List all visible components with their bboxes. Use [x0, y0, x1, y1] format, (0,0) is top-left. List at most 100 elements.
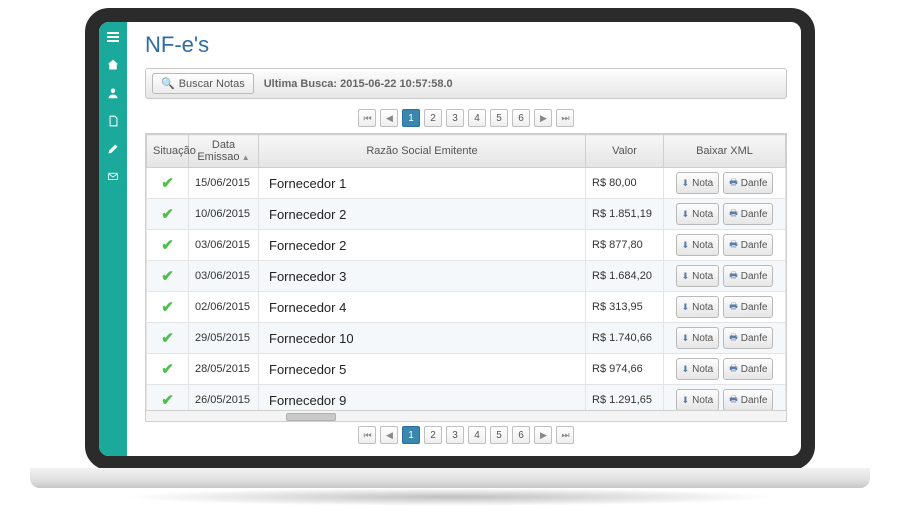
- social-cell: Fornecedor 1: [259, 168, 586, 199]
- table-row: ✔29/05/2015Fornecedor 10R$ 1.740,66⬇Nota…: [147, 323, 786, 354]
- pager-page-1[interactable]: 1: [402, 109, 420, 127]
- table-row: ✔03/06/2015Fornecedor 2R$ 877,80⬇Nota🖶Da…: [147, 230, 786, 261]
- value-cell: R$ 1.851,19: [586, 199, 664, 230]
- danfe-button[interactable]: 🖶Danfe: [723, 327, 773, 349]
- social-cell: Fornecedor 3: [259, 261, 586, 292]
- horizontal-scrollbar-thumb[interactable]: [286, 413, 336, 421]
- download-icon: ⬇: [682, 271, 690, 282]
- nota-button[interactable]: ⬇Nota: [676, 358, 720, 380]
- date-cell: 10/06/2015: [189, 199, 259, 230]
- download-icon: ⬇: [682, 178, 690, 189]
- col-header-value[interactable]: Valor: [586, 135, 664, 168]
- doc-icon[interactable]: [106, 114, 120, 128]
- menu-toggle-icon[interactable]: [106, 30, 120, 44]
- danfe-button[interactable]: 🖶Danfe: [723, 389, 773, 411]
- danfe-button[interactable]: 🖶Danfe: [723, 203, 773, 225]
- check-icon: ✔: [161, 329, 174, 347]
- print-icon: 🖶: [729, 237, 738, 253]
- pager-page-4[interactable]: 4: [468, 109, 486, 127]
- nota-button[interactable]: ⬇Nota: [676, 296, 720, 318]
- xml-cell: ⬇Nota🖶Danfe: [664, 292, 786, 323]
- laptop-screen-frame: NF-e's 🔍 Buscar Notas Ultima Busca: 2015…: [85, 8, 815, 470]
- print-icon: 🖶: [729, 392, 738, 408]
- pager-top: ⏮◀123456▶⏭: [145, 109, 787, 127]
- date-cell: 03/06/2015: [189, 261, 259, 292]
- col-header-status[interactable]: Situação: [147, 135, 189, 168]
- nfe-table: Situação Data Emissao Razão Social Emite…: [146, 134, 786, 411]
- col-header-xml[interactable]: Baixar XML: [664, 135, 786, 168]
- value-cell: R$ 974,66: [586, 354, 664, 385]
- social-cell: Fornecedor 2: [259, 199, 586, 230]
- check-icon: ✔: [161, 298, 174, 316]
- pager-page-2[interactable]: 2: [424, 109, 442, 127]
- status-cell: ✔: [147, 230, 189, 261]
- pager-page-2[interactable]: 2: [424, 426, 442, 444]
- pager-page-5[interactable]: 5: [490, 426, 508, 444]
- pager-page-1[interactable]: 1: [402, 426, 420, 444]
- check-icon: ✔: [161, 267, 174, 285]
- nota-button[interactable]: ⬇Nota: [676, 265, 720, 287]
- last-search-label: Ultima Busca: 2015-06-22 10:57:58.0: [264, 78, 453, 90]
- social-cell: Fornecedor 9: [259, 385, 586, 411]
- col-header-social[interactable]: Razão Social Emitente: [259, 135, 586, 168]
- search-notes-button[interactable]: 🔍 Buscar Notas: [152, 73, 254, 94]
- status-cell: ✔: [147, 385, 189, 411]
- date-cell: 26/05/2015: [189, 385, 259, 411]
- pager-prev[interactable]: ◀: [380, 426, 398, 444]
- pager-last[interactable]: ⏭: [556, 109, 574, 127]
- col-header-date[interactable]: Data Emissao: [189, 135, 259, 168]
- user-icon[interactable]: [106, 86, 120, 100]
- danfe-button[interactable]: 🖶Danfe: [723, 172, 773, 194]
- pager-page-3[interactable]: 3: [446, 109, 464, 127]
- download-icon: ⬇: [682, 395, 690, 406]
- nota-button[interactable]: ⬇Nota: [676, 389, 720, 411]
- pager-next[interactable]: ▶: [534, 426, 552, 444]
- danfe-button[interactable]: 🖶Danfe: [723, 358, 773, 380]
- danfe-button[interactable]: 🖶Danfe: [723, 265, 773, 287]
- pencil-icon[interactable]: [106, 142, 120, 156]
- print-icon: 🖶: [729, 206, 738, 222]
- nota-button[interactable]: ⬇Nota: [676, 327, 720, 349]
- pager-next[interactable]: ▶: [534, 109, 552, 127]
- xml-cell: ⬇Nota🖶Danfe: [664, 385, 786, 411]
- mail-icon[interactable]: [106, 170, 120, 184]
- nota-button[interactable]: ⬇Nota: [676, 203, 720, 225]
- pager-first[interactable]: ⏮: [358, 109, 376, 127]
- status-cell: ✔: [147, 292, 189, 323]
- pager-first[interactable]: ⏮: [358, 426, 376, 444]
- status-cell: ✔: [147, 323, 189, 354]
- download-icon: ⬇: [682, 364, 690, 375]
- horizontal-scrollbar[interactable]: [145, 411, 787, 422]
- search-icon: 🔍: [161, 77, 175, 90]
- status-cell: ✔: [147, 168, 189, 199]
- sidebar: [99, 22, 127, 456]
- social-cell: Fornecedor 2: [259, 230, 586, 261]
- nota-button[interactable]: ⬇Nota: [676, 234, 720, 256]
- pager-page-6[interactable]: 6: [512, 109, 530, 127]
- date-cell: 29/05/2015: [189, 323, 259, 354]
- pager-page-6[interactable]: 6: [512, 426, 530, 444]
- pager-page-5[interactable]: 5: [490, 109, 508, 127]
- danfe-button[interactable]: 🖶Danfe: [723, 234, 773, 256]
- nfe-table-body: ✔15/06/2015Fornecedor 1R$ 80,00⬇Nota🖶Dan…: [147, 168, 786, 411]
- download-icon: ⬇: [682, 333, 690, 344]
- table-row: ✔26/05/2015Fornecedor 9R$ 1.291,65⬇Nota🖶…: [147, 385, 786, 411]
- value-cell: R$ 80,00: [586, 168, 664, 199]
- nota-button[interactable]: ⬇Nota: [676, 172, 720, 194]
- pager-prev[interactable]: ◀: [380, 109, 398, 127]
- download-icon: ⬇: [682, 302, 690, 313]
- home-icon[interactable]: [106, 58, 120, 72]
- social-cell: Fornecedor 4: [259, 292, 586, 323]
- danfe-button[interactable]: 🖶Danfe: [723, 296, 773, 318]
- date-cell: 15/06/2015: [189, 168, 259, 199]
- check-icon: ✔: [161, 205, 174, 223]
- check-icon: ✔: [161, 174, 174, 192]
- pager-page-3[interactable]: 3: [446, 426, 464, 444]
- status-cell: ✔: [147, 261, 189, 292]
- pager-bottom: ⏮◀123456▶⏭: [145, 426, 787, 444]
- pager-last[interactable]: ⏭: [556, 426, 574, 444]
- value-cell: R$ 1.291,65: [586, 385, 664, 411]
- table-row: ✔03/06/2015Fornecedor 3R$ 1.684,20⬇Nota🖶…: [147, 261, 786, 292]
- print-icon: 🖶: [729, 175, 738, 191]
- pager-page-4[interactable]: 4: [468, 426, 486, 444]
